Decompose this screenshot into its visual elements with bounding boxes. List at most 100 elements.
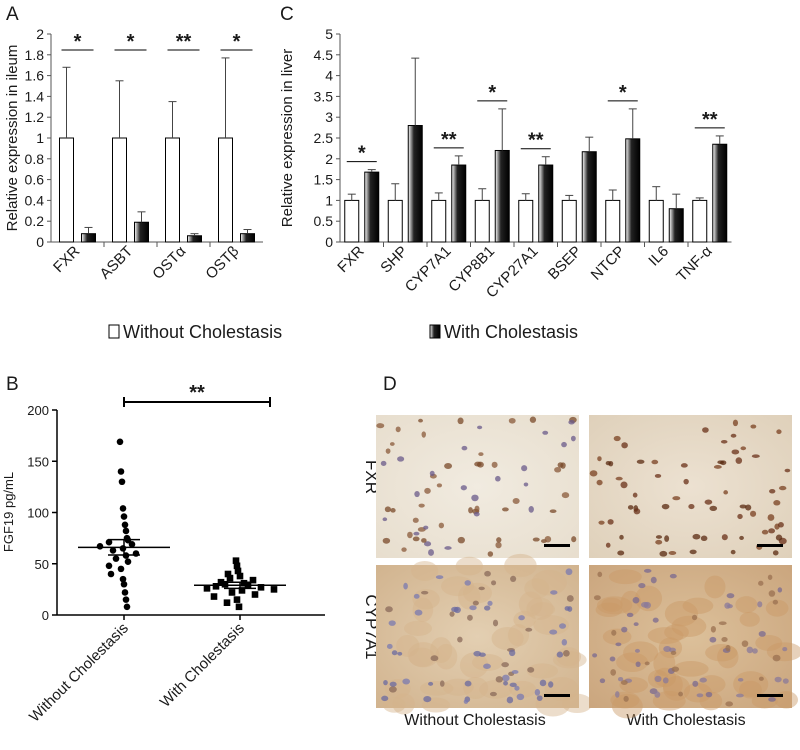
micrograph-cell — [518, 591, 543, 617]
micrograph-cell — [664, 624, 689, 641]
micrograph-cell — [526, 597, 554, 621]
micrograph-nucleus — [549, 629, 558, 635]
micrograph-cell — [673, 661, 709, 677]
micrograph-nucleus — [536, 695, 543, 701]
micrograph-nucleus — [495, 676, 503, 683]
micrograph-nucleus — [471, 494, 479, 502]
micrograph-nucleus — [385, 606, 393, 613]
micrograph-nucleus — [429, 470, 435, 476]
panel-b-data-point — [132, 550, 140, 557]
micrograph-nucleus — [752, 648, 758, 654]
micrograph-nucleus — [609, 656, 616, 662]
legend-label-with: With Cholestasis — [444, 322, 578, 342]
micrograph-cell — [774, 691, 799, 709]
panel-c-significance-mark: ** — [702, 109, 718, 131]
scale-bar — [757, 694, 783, 697]
micrograph-nucleus — [461, 445, 468, 451]
micrograph-nucleus — [495, 475, 501, 482]
micrograph-nucleus — [523, 482, 529, 487]
micrograph-nucleus — [655, 535, 663, 539]
panel-c-bar — [494, 149, 510, 243]
scale-bar — [757, 544, 783, 547]
micrograph-cell — [403, 620, 433, 636]
panel-b-y-tick-label: 50 — [35, 557, 49, 572]
micrograph-nucleus — [430, 655, 439, 662]
panel-d-micrographs: FXR CYP7A1 Without Cholestasis With Chol… — [362, 415, 800, 729]
micrograph-nucleus — [473, 511, 480, 517]
micrograph-nucleus — [688, 504, 695, 510]
panel-b-data-point — [233, 596, 241, 603]
micrograph-nucleus — [619, 534, 624, 540]
micrograph-nucleus — [632, 492, 638, 498]
micrograph-nucleus — [662, 677, 669, 684]
micrograph-nucleus — [464, 680, 472, 687]
micrograph-nucleus — [534, 689, 541, 696]
micrograph-nucleus — [730, 433, 737, 438]
micrograph-nucleus — [395, 426, 401, 433]
micrograph-nucleus — [732, 419, 739, 427]
micrograph-nucleus — [403, 582, 408, 590]
panel-c-bar — [364, 171, 380, 243]
panel-letter-a: A — [6, 4, 19, 25]
micrograph-nucleus — [436, 483, 443, 488]
micrograph-nucleus — [421, 590, 429, 595]
micrograph-nucleus — [489, 691, 497, 697]
micrograph-nucleus — [750, 424, 757, 429]
panel-c-category-label: BSEP — [545, 243, 585, 283]
micrograph-nucleus — [737, 513, 743, 520]
panel-c-bar-chart: Relative expression in liver 0 0.5 1 1.5 2 2.… — [279, 26, 732, 301]
micrograph-nucleus — [774, 676, 782, 683]
micrograph-nucleus — [559, 623, 567, 629]
micrograph-nucleus — [525, 627, 533, 632]
panel-b-data-point — [119, 575, 127, 583]
panel-c-category-label: CYP7A1 — [402, 243, 455, 296]
panel-a-significance-mark: * — [127, 31, 135, 53]
micrograph-cyp7a1-with — [589, 565, 800, 719]
micrograph-nucleus — [389, 442, 395, 446]
micrograph-nucleus — [421, 538, 427, 543]
micrograph-nucleus — [669, 573, 677, 579]
micrograph-nucleus — [491, 461, 498, 468]
panel-b-y-axis-label: FGF19 pg/mL — [1, 472, 16, 552]
panel-b-data-point — [107, 570, 115, 578]
panel-b-data-point — [123, 603, 131, 611]
micrograph-nucleus — [568, 420, 575, 425]
micrograph-nucleus — [423, 695, 432, 703]
micrograph-nucleus — [615, 476, 623, 481]
micrograph-nucleus — [477, 425, 483, 430]
micrograph-nucleus — [745, 504, 752, 511]
micrograph-nucleus — [385, 448, 391, 454]
micrograph-nucleus — [773, 500, 781, 506]
micrograph-nucleus — [634, 648, 640, 653]
micrograph-nucleus — [778, 485, 787, 491]
micrograph-nucleus — [683, 478, 689, 485]
micrograph-nucleus — [691, 614, 698, 621]
micrograph-nucleus — [407, 531, 413, 539]
micrograph-nucleus — [721, 534, 728, 541]
legend-swatch-without — [108, 324, 120, 339]
micrograph-nucleus — [556, 651, 564, 658]
micrograph-cell — [608, 569, 642, 585]
micrograph-cell — [616, 652, 649, 673]
panel-b-data-point — [120, 580, 128, 588]
micrograph-nucleus — [467, 614, 473, 621]
micrograph-nucleus — [620, 680, 628, 686]
micrograph-nucleus — [605, 460, 611, 466]
micrograph-nucleus — [472, 600, 479, 606]
micrograph-nucleus — [692, 680, 699, 687]
micrograph-nucleus — [550, 590, 558, 595]
micrograph-nucleus — [680, 463, 688, 468]
micrograph-nucleus — [775, 534, 783, 541]
panel-a-bar — [134, 221, 149, 243]
micrograph-nucleus — [464, 580, 471, 586]
panel-b-data-point — [249, 576, 257, 584]
micrograph-cell — [704, 575, 726, 599]
micrograph-nucleus — [495, 541, 502, 549]
micrograph-nucleus — [692, 533, 701, 540]
micrograph-cell — [662, 675, 691, 701]
panel-b-data-point — [124, 558, 132, 565]
micrograph-nucleus — [654, 691, 661, 698]
micrograph-nucleus — [699, 677, 707, 683]
micrograph-nucleus — [710, 625, 716, 633]
micrograph-cell — [620, 590, 642, 616]
